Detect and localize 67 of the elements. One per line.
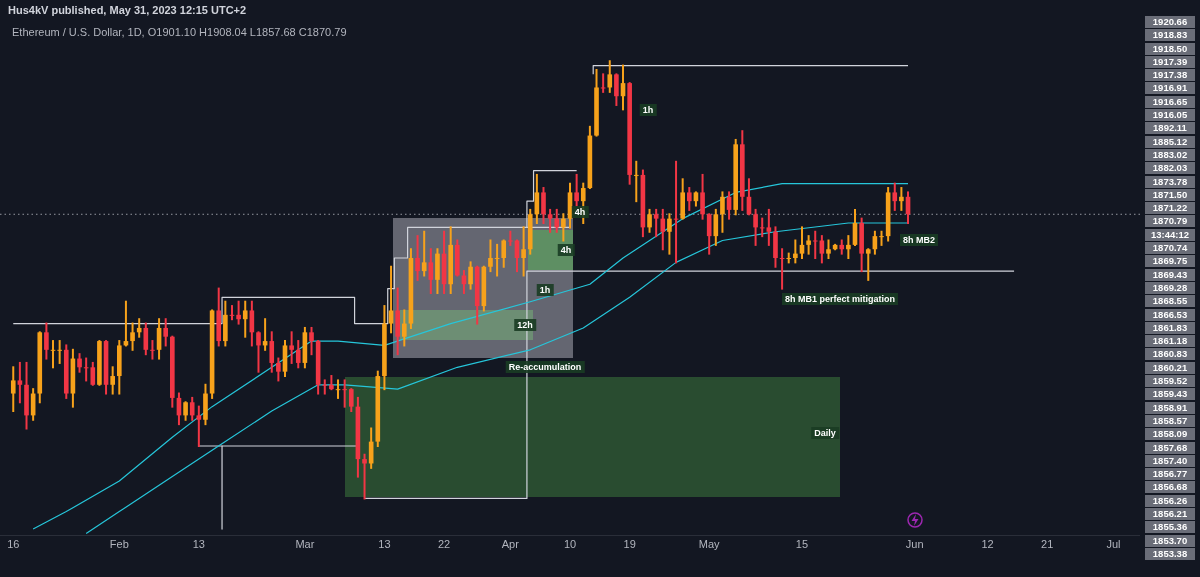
- text: 1916.05: [1145, 109, 1195, 122]
- annotation: 8h MB2: [899, 234, 939, 246]
- text: 1868.55: [1145, 295, 1195, 308]
- x-tick-label: 10: [563, 538, 577, 551]
- text: 1918.50: [1145, 42, 1195, 55]
- text: 13:44:12: [1145, 228, 1195, 241]
- x-tick-label: 15: [795, 538, 809, 551]
- x-tick-label: Mar: [295, 538, 315, 551]
- text: 1866.53: [1145, 308, 1195, 321]
- text: 1858.09: [1145, 428, 1195, 441]
- text: 1920.66: [1145, 16, 1195, 28]
- annotation: 4h: [571, 206, 589, 218]
- x-tick-label: Apr: [501, 538, 520, 551]
- x-tick-label: May: [698, 538, 721, 551]
- chart-title: Ethereum / U.S. Dollar, 1D, O1901.10 H1908.04 L1857.68 C1870.79: [12, 26, 347, 38]
- x-tick-label: 22: [437, 538, 451, 551]
- text: 1869.43: [1145, 268, 1195, 281]
- text: 1869.75: [1145, 255, 1195, 268]
- x-tick-label: 13: [378, 538, 391, 551]
- x-tick-label: 12: [981, 538, 994, 551]
- annotation: 8h MB1 perfect mitigation: [781, 293, 899, 305]
- text: 1885.12: [1145, 135, 1195, 148]
- text: 1882.03: [1145, 162, 1195, 175]
- x-tick-label: Feb: [109, 538, 129, 551]
- text: 1918.83: [1145, 29, 1195, 42]
- chart-subtitle: Hus4kV published, May 31, 2023 12:15 UTC+2: [8, 4, 247, 16]
- annotation: Daily: [811, 427, 839, 439]
- text: 1859.52: [1145, 375, 1195, 388]
- annotation: 12h: [514, 319, 536, 331]
- text: 1892.11: [1145, 122, 1195, 135]
- text: 1858.57: [1145, 414, 1195, 427]
- text: 1856.68: [1145, 481, 1195, 494]
- x-tick-label: 19: [623, 538, 636, 551]
- text: 1870.74: [1145, 242, 1195, 255]
- text: 1869.28: [1145, 281, 1195, 294]
- text: 1916.91: [1145, 82, 1195, 95]
- text: 1917.39: [1145, 55, 1195, 68]
- annotation: 4h: [557, 244, 575, 256]
- text: 1917.38: [1145, 69, 1195, 82]
- x-tick-label: 21: [1041, 538, 1054, 551]
- x-tick-label: 13: [192, 538, 205, 551]
- annotation: Re-accumulation: [505, 361, 585, 373]
- text: 1861.18: [1145, 335, 1195, 348]
- text: 1855.36: [1145, 521, 1195, 534]
- annotation: 1h: [536, 284, 554, 296]
- text: 1858.91: [1145, 401, 1195, 414]
- x-tick-label: Jul: [1106, 538, 1121, 551]
- text: 1853.38: [1145, 547, 1195, 560]
- text: 1860.83: [1145, 348, 1195, 361]
- text: 1916.65: [1145, 95, 1195, 108]
- text: 1871.50: [1145, 188, 1195, 201]
- text: 1856.77: [1145, 468, 1195, 481]
- text: 1857.68: [1145, 441, 1195, 454]
- text: 1853.70: [1145, 534, 1195, 547]
- x-tick-label: 16: [7, 538, 20, 551]
- text: 1871.22: [1145, 202, 1195, 215]
- text: 1883.02: [1145, 148, 1195, 161]
- text: 1856.21: [1145, 507, 1195, 520]
- annotation: 1h: [639, 104, 657, 116]
- text: 1860.21: [1145, 361, 1195, 374]
- text: 1859.43: [1145, 388, 1195, 401]
- text: 1857.40: [1145, 454, 1195, 467]
- x-tick-label: Jun: [905, 538, 924, 551]
- text: 1870.79: [1145, 215, 1195, 228]
- text: 1856.26: [1145, 494, 1195, 507]
- text: 1861.83: [1145, 321, 1195, 334]
- text: 1873.78: [1145, 175, 1195, 188]
